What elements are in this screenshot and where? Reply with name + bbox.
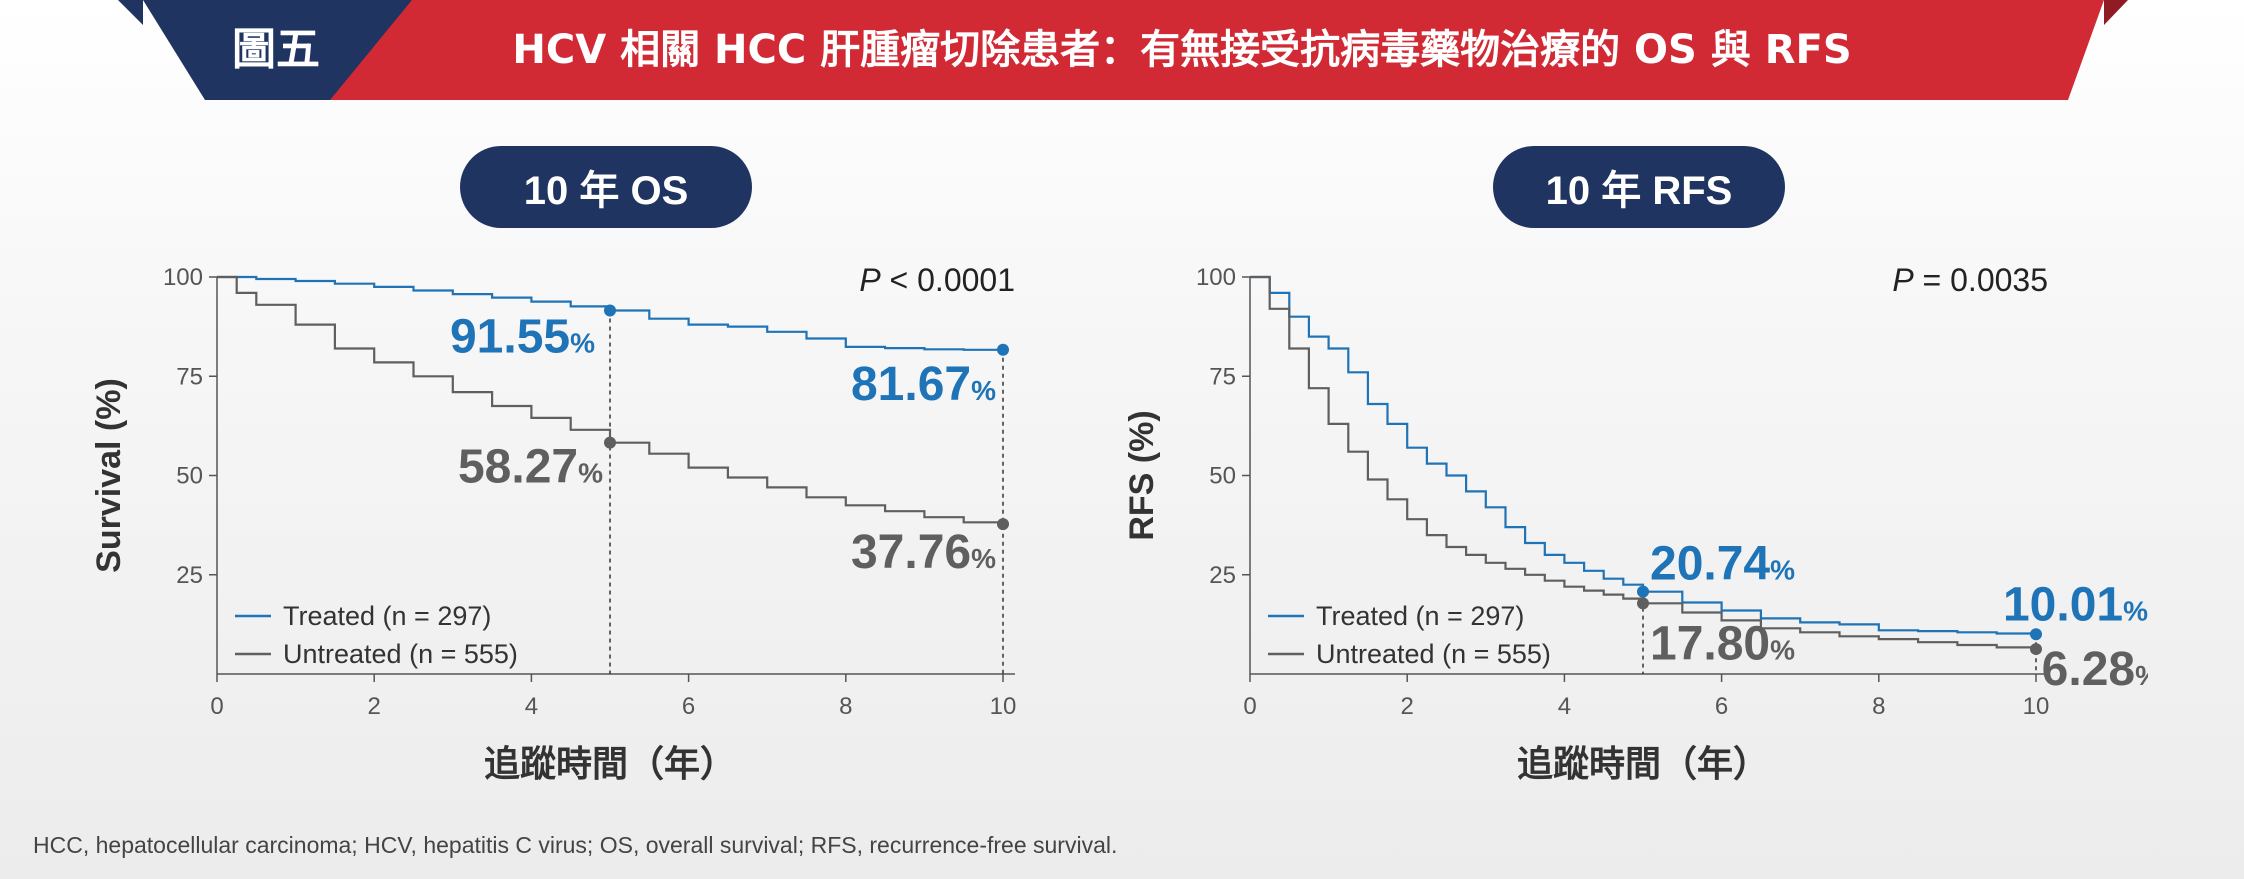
x-tick-label: 0 (1243, 693, 1256, 720)
data-point-marker (604, 304, 616, 317)
data-label: 58.27% (458, 441, 603, 494)
data-point-marker (2030, 643, 2042, 656)
legend-entry: Untreated (n = 555) (283, 639, 518, 669)
p-symbol: P (1892, 262, 1914, 298)
os-chart: 25 50 75 100 0 2 4 6 8 10 Survival (%) 追蹤時間（年） P < 0… (90, 262, 1017, 785)
x-tick-label: 4 (1558, 693, 1571, 720)
data-point-marker (1637, 585, 1649, 598)
data-label: 17.80% (1650, 617, 1795, 670)
footnote: HCC, hepatocellular carcinoma; HCV, hepa… (33, 832, 1118, 858)
data-label: 37.76% (851, 526, 996, 579)
x-tick-label: 10 (2023, 693, 2050, 720)
banner-right-tab (2104, 0, 2128, 25)
y-tick-label: 75 (1209, 363, 1236, 390)
data-label-value: 81.67 (851, 358, 971, 411)
data-label: 91.55% (450, 311, 595, 364)
x-tick-label: 0 (210, 693, 223, 720)
figure-banner: 圖五 HCV 相關 HCC 肝腫瘤切除患者：有無接受抗病毒藥物治療的 OS 與 … (118, 0, 2128, 100)
data-label-unit: % (1770, 634, 1795, 665)
y-tick-label: 25 (176, 562, 203, 589)
os-panel-title: 10 年 OS (460, 146, 752, 228)
x-tick-label: 2 (1401, 693, 1414, 720)
data-point-marker (997, 518, 1009, 531)
x-tick-label: 6 (1715, 693, 1728, 720)
x-tick-label: 6 (682, 693, 695, 720)
x-tick-label: 4 (525, 693, 538, 720)
data-label-value: 10.01 (2003, 578, 2123, 631)
p-value-text: < 0.0001 (881, 262, 1015, 298)
x-tick-label: 10 (990, 693, 1017, 720)
data-point-marker (604, 436, 616, 449)
data-label-value: 6.28 (2042, 643, 2135, 696)
data-label-unit: % (570, 328, 595, 359)
legend-entry: Treated (n = 297) (283, 601, 491, 631)
rfs-chart: 25 50 75 100 0 2 4 6 8 10 RFS (%) 追蹤時間（年） P = 0.0035… (1123, 262, 2148, 785)
y-tick-label: 25 (1209, 562, 1236, 589)
banner-left-tab (118, 0, 143, 25)
data-label-unit: % (971, 543, 996, 574)
p-value-label: P < 0.0001 (859, 262, 1015, 298)
y-tick-label: 75 (176, 363, 203, 390)
data-point-marker (997, 343, 1009, 356)
data-label: 10.01% (2003, 578, 2148, 631)
y-tick-label: 100 (163, 264, 203, 291)
data-label: 81.67% (851, 358, 996, 411)
data-point-marker (1637, 597, 1649, 610)
banner-red-band (292, 0, 2104, 100)
data-label-unit: % (1770, 555, 1795, 586)
data-label-value: 20.74 (1650, 538, 1770, 591)
y-tick-label: 50 (1209, 463, 1236, 490)
p-value-text: = 0.0035 (1914, 262, 2048, 298)
y-axis-label: RFS (%) (1123, 410, 1161, 540)
data-label-unit: % (578, 458, 603, 489)
data-point-marker (2030, 628, 2042, 641)
y-axis-label: Survival (%) (90, 378, 128, 573)
legend-entry: Treated (n = 297) (1316, 601, 1524, 631)
legend-entry: Untreated (n = 555) (1316, 639, 1551, 669)
data-label: 6.28% (2042, 643, 2148, 696)
series-line-untreated (217, 275, 1005, 525)
rfs-panel-title: 10 年 RFS (1493, 146, 1785, 228)
figure-label: 圖五 (232, 24, 320, 75)
y-tick-label: 50 (176, 463, 203, 490)
series-line-treated (1250, 275, 2038, 635)
x-tick-label: 2 (368, 693, 381, 720)
data-label-unit: % (971, 375, 996, 406)
series-line-untreated (1250, 275, 2038, 650)
figure-title: HCV 相關 HCC 肝腫瘤切除患者：有無接受抗病毒藥物治療的 OS 與 RFS (512, 27, 1851, 73)
data-label-value: 37.76 (851, 526, 971, 579)
x-axis-label: 追蹤時間（年） (484, 744, 736, 785)
data-label: 20.74% (1650, 538, 1795, 591)
x-tick-label: 8 (839, 693, 852, 720)
p-symbol: P (859, 262, 881, 298)
x-axis-label: 追蹤時間（年） (1517, 744, 1769, 785)
data-label-value: 91.55 (450, 311, 570, 364)
data-label-unit: % (2135, 660, 2148, 691)
data-label-value: 58.27 (458, 441, 578, 494)
y-tick-label: 100 (1196, 264, 1236, 291)
banner-navy-band (143, 0, 412, 100)
data-label-value: 17.80 (1650, 617, 1770, 670)
x-tick-label: 8 (1872, 693, 1885, 720)
p-value-label: P = 0.0035 (1892, 262, 2048, 298)
data-label-unit: % (2123, 595, 2148, 626)
